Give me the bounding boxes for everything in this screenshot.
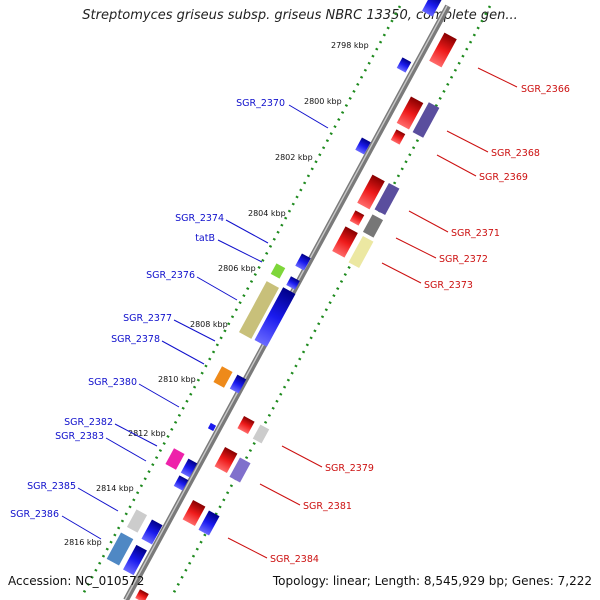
leader-line [61,515,102,540]
gene-block[interactable] [180,458,198,478]
gene-label[interactable]: SGR_2379 [325,463,374,474]
leader-line [281,445,323,468]
leader-lines [61,67,518,559]
gene-block[interactable] [239,281,279,339]
gene-block[interactable] [135,589,149,600]
gene-block[interactable] [198,510,220,536]
gene-block[interactable] [270,263,286,279]
gene-block[interactable] [412,102,440,138]
gene-block[interactable] [396,57,412,73]
gene-block[interactable] [173,475,189,491]
leader-line [446,130,489,153]
gene-block[interactable] [237,415,255,435]
leader-line [196,276,238,301]
gene-label[interactable]: SGR_2371 [451,228,500,239]
kbp-tick: 2804 kbp [248,209,286,218]
kbp-tick: 2810 kbp [158,375,196,384]
kbp-tick: 2806 kbp [218,264,256,273]
leader-line [395,237,437,259]
kbp-tick: 2808 kbp [190,320,228,329]
gene-block[interactable] [229,457,251,483]
gene-label[interactable]: SGR_2381 [303,501,352,512]
reverse-gene-labels: SGR_2366 SGR_2368 SGR_2369 SGR_2371 SGR_… [270,84,570,565]
gene-block[interactable] [106,532,134,566]
kbp-tick: 2800 kbp [304,97,342,106]
gene-block[interactable] [429,32,457,68]
gene-block[interactable] [295,253,311,271]
gene-label[interactable]: tatB [195,233,215,244]
gene-label[interactable]: SGR_2384 [270,554,319,565]
gene-label[interactable]: SGR_2370 [236,98,285,109]
gene-block[interactable] [213,366,233,388]
gene-block[interactable] [349,210,365,226]
kbp-tick: 2802 kbp [275,153,313,162]
gene-blocks [106,0,457,600]
leader-line [225,219,269,244]
gene-label[interactable]: SGR_2376 [146,270,195,281]
gene-block[interactable] [421,0,443,17]
gene-block[interactable] [229,374,247,394]
leader-line [477,67,518,88]
gene-block[interactable] [126,509,148,533]
gene-label[interactable]: SGR_2377 [123,313,172,324]
gene-block[interactable] [214,446,238,474]
gene-label[interactable]: SGR_2385 [27,481,76,492]
gene-block[interactable] [254,287,296,347]
kbp-tick: 2814 kbp [96,484,134,493]
kbp-tick: 2816 kbp [64,538,102,547]
genome-summary-text: Topology: linear; Length: 8,545,929 bp; … [272,574,592,588]
gene-label[interactable]: SGR_2369 [479,172,528,183]
leader-line [288,104,329,129]
leader-line [227,537,268,559]
leader-line [408,210,449,233]
leader-line [138,383,180,408]
kbp-ticks: 2798 kbp 2800 kbp 2802 kbp 2804 kbp 2806… [64,41,369,547]
left-scale-track [80,5,402,597]
leader-line [173,319,216,342]
gene-label[interactable]: SGR_2386 [10,509,59,520]
leader-line [217,239,263,263]
gene-block[interactable] [374,182,400,216]
gene-label[interactable]: SGR_2382 [64,417,113,428]
gene-block[interactable] [165,448,185,470]
genome-title: Streptomyces griseus subsp. griseus NBRC… [82,8,518,23]
gene-label[interactable]: SGR_2368 [491,148,540,159]
gene-block[interactable] [207,422,217,432]
gene-block[interactable] [396,96,424,130]
leader-line [161,340,205,365]
gene-label[interactable]: SGR_2380 [88,377,137,388]
gene-label[interactable]: SGR_2373 [424,280,473,291]
gene-label[interactable]: SGR_2366 [521,84,570,95]
forward-gene-labels: SGR_2370 SGR_2374 tatB SGR_2376 SGR_2377… [10,98,285,520]
gene-label[interactable]: SGR_2378 [111,334,160,345]
gene-block[interactable] [357,174,385,210]
leader-line [77,487,119,512]
kbp-tick: 2812 kbp [128,429,166,438]
leader-line [259,483,301,506]
leader-line [105,437,147,462]
gene-block[interactable] [141,519,163,545]
gene-block[interactable] [348,235,374,269]
gene-block[interactable] [182,499,206,527]
accession-text: Accession: NC_010572 [8,574,145,588]
gene-block[interactable] [252,424,270,444]
gene-block[interactable] [286,276,300,290]
leader-line [436,154,477,177]
leader-line [114,423,158,447]
gene-block[interactable] [355,137,371,155]
gene-block[interactable] [390,129,406,145]
kbp-tick: 2798 kbp [331,41,369,50]
gene-block[interactable] [123,544,147,576]
gene-label[interactable]: SGR_2374 [175,213,224,224]
gene-block[interactable] [362,214,384,238]
gene-label[interactable]: SGR_2372 [439,254,488,265]
gene-block[interactable] [332,226,358,258]
leader-line [381,262,422,284]
gene-label[interactable]: SGR_2383 [55,431,104,442]
